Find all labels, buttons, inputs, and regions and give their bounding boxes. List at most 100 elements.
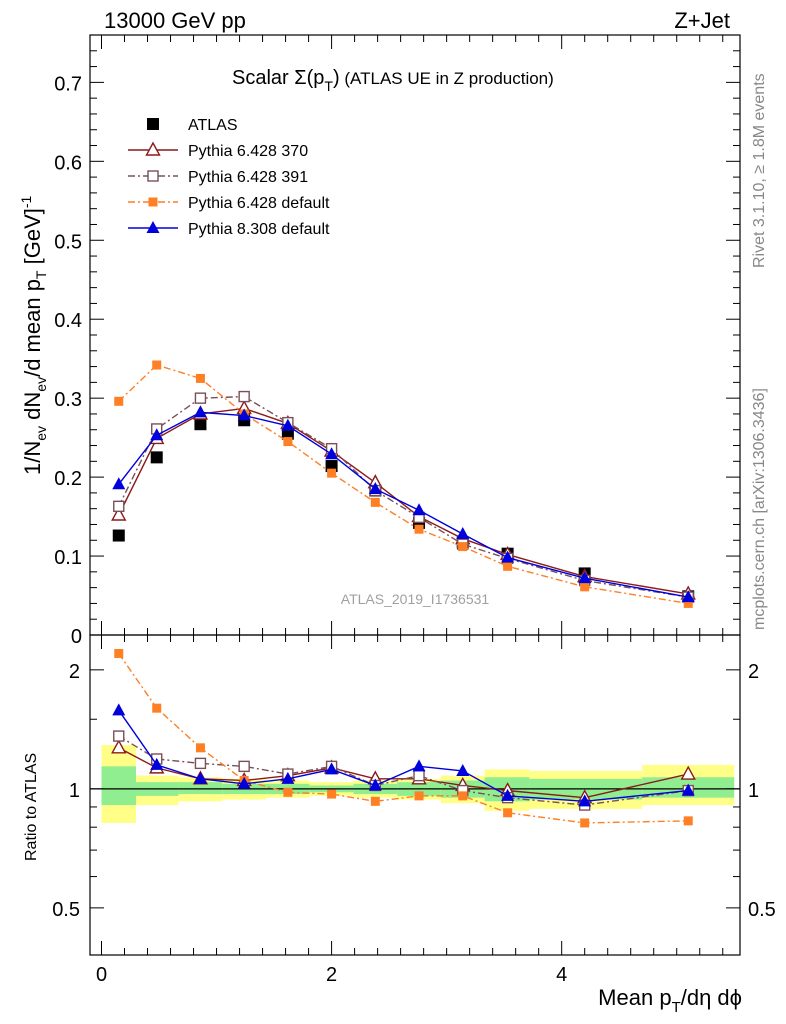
data-point-p6def	[503, 808, 513, 818]
series-line-p391	[118, 735, 689, 806]
data-point-p8def	[578, 794, 592, 807]
y-tick-label: 0.5	[54, 231, 82, 253]
data-point-p370	[111, 506, 127, 521]
data-point-p6def	[195, 743, 205, 753]
legend-item-atlas: ATLAS	[147, 117, 238, 134]
series-p6def	[114, 648, 693, 828]
data-point-p6def	[683, 598, 693, 608]
legend-marker	[148, 197, 158, 207]
ylabel-c: /d mean p	[20, 279, 45, 377]
legend-label: Pythia 6.428 391	[188, 169, 308, 186]
series-line-p370	[118, 407, 689, 595]
data-point-p6def	[458, 542, 468, 552]
main-y-label: 1/Nev dNev/d mean pT [GeV]-1	[18, 195, 49, 475]
data-point-p8def	[578, 571, 592, 584]
series-p6def	[114, 360, 693, 608]
data-point-p6def	[370, 497, 380, 507]
legend-item-p6def: Pythia 6.428 default	[128, 195, 330, 212]
data-point-p8def	[150, 757, 164, 770]
data-point-p6def	[283, 437, 293, 447]
y-tick-label: 0.3	[54, 389, 82, 411]
ratio-y-tick-label: 2	[69, 661, 80, 683]
data-point-p8def	[501, 788, 515, 801]
ratio-y-tick-label-right: 0.5	[748, 899, 776, 921]
series-p8def	[112, 703, 695, 807]
data-point-p6def	[114, 648, 124, 658]
legend-marker	[146, 221, 160, 233]
ratio-y-tick-label-right: 1	[748, 780, 759, 802]
ylabel-b-sub: ev	[33, 377, 49, 392]
data-point-p6def	[414, 524, 424, 534]
data-point-p6def	[327, 789, 337, 799]
ratio-y-tick-label: 1	[69, 780, 80, 802]
data-point-p8def	[412, 503, 426, 516]
series-line-p8def	[118, 709, 689, 803]
data-point-atlas	[194, 418, 207, 431]
xlabel-b: /dη dϕ	[681, 985, 742, 1010]
analysis-id: ATLAS_2019_I1736531	[341, 591, 490, 607]
data-point-p6def	[414, 791, 424, 801]
legend-label: Pythia 8.308 default	[188, 221, 330, 238]
series-p370	[111, 399, 696, 600]
data-point-atlas	[150, 451, 163, 464]
xlabel-a-sub: T	[672, 999, 681, 1016]
ratio-frame	[89, 634, 741, 956]
series-line-p8def	[118, 411, 689, 598]
xlabel-a: Mean p	[598, 985, 671, 1010]
data-point-p391	[194, 392, 207, 404]
data-point-p8def	[456, 763, 470, 776]
data-point-atlas	[112, 529, 125, 542]
ylabel-a-sub: ev	[33, 426, 49, 441]
main-series-group	[111, 360, 696, 608]
data-point-p8def	[281, 418, 295, 431]
data-point-p8def	[237, 776, 251, 789]
y-tick-label: 0.6	[54, 152, 82, 174]
legend-marker	[147, 170, 159, 182]
legend-item-p370: Pythia 6.428 370	[128, 141, 308, 160]
data-point-p8def	[681, 590, 695, 603]
ratio-series-group	[111, 648, 696, 828]
data-point-p6def	[370, 796, 380, 806]
data-point-p8def	[412, 759, 426, 772]
main-y-axis: 0 0.1 0.2 0.3 0.4 0.5 0.6 0.7	[54, 35, 740, 648]
data-point-p391	[238, 760, 250, 773]
data-point-p6def	[503, 561, 513, 571]
data-point-p8def	[193, 405, 207, 418]
legend-marker	[147, 118, 159, 130]
data-point-p391	[113, 500, 125, 513]
legend-marker	[145, 141, 161, 156]
ratio-axes: 0.5 0.5 1 1 2 2 0 2 4	[52, 635, 776, 986]
data-point-p6def	[683, 816, 693, 826]
series-line-p6def	[118, 364, 689, 605]
legend-item-p8def: Pythia 8.308 default	[128, 221, 330, 238]
data-point-p8def	[325, 762, 339, 775]
series-line-p6def	[118, 653, 689, 824]
data-point-p8def	[456, 526, 470, 539]
x-tick-label: 0	[96, 964, 107, 986]
data-point-p8def	[501, 550, 515, 563]
ratio-panel: 0.5 0.5 1 1 2 2 0 2 4	[52, 634, 776, 986]
y-tick-label: 0.2	[54, 468, 82, 490]
data-point-p391	[238, 390, 250, 403]
ratio-y-label: Ratio to ATLAS	[23, 753, 40, 861]
data-point-p6def	[580, 818, 590, 828]
title-main: Scalar Σ(p	[232, 67, 324, 89]
data-point-p391	[113, 730, 125, 742]
data-point-p8def	[368, 481, 382, 494]
data-point-p370	[111, 739, 127, 754]
series-p8def	[112, 405, 695, 603]
title-sub: T	[324, 78, 333, 94]
x-axis-label: Mean pT/dη dϕ	[598, 985, 742, 1016]
legend-label: Pythia 6.428 default	[188, 195, 330, 212]
ylabel-a: 1/N	[20, 441, 45, 475]
data-point-p8def	[281, 771, 295, 784]
title-rest: (ATLAS UE in Z production)	[340, 69, 554, 88]
ratio-y-tick-label: 0.5	[52, 899, 80, 921]
data-point-p8def	[681, 783, 695, 796]
data-point-p8def	[112, 477, 126, 490]
band-inner	[101, 766, 137, 806]
data-point-p8def	[112, 703, 126, 716]
y-tick-label: 0.7	[54, 73, 82, 95]
legend-item-p391: Pythia 6.428 391	[128, 169, 308, 186]
